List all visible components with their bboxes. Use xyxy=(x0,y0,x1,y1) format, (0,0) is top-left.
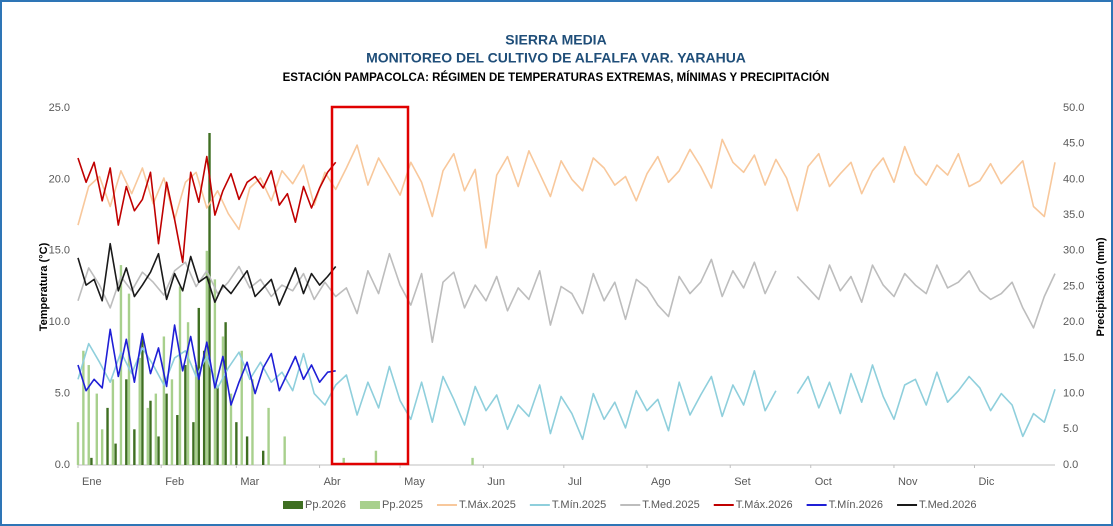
bar xyxy=(192,422,195,465)
bar xyxy=(176,415,179,465)
bar xyxy=(178,286,182,465)
legend-label: Pp.2026 xyxy=(305,499,346,511)
legend-label: T.Mín.2026 xyxy=(829,499,883,511)
bar xyxy=(127,293,131,465)
x-tick-label: Dic xyxy=(978,476,994,488)
x-tick-label: Nov xyxy=(898,476,918,488)
y2-tick-label: 35.0 xyxy=(1063,209,1084,221)
legend-label: Pp.2025 xyxy=(382,499,423,511)
x-tick-label: Oct xyxy=(815,476,832,488)
bar xyxy=(283,436,286,465)
x-tick-label: Mar xyxy=(240,476,259,488)
bar xyxy=(251,379,254,465)
y2-tick-label: 25.0 xyxy=(1063,280,1084,292)
bar xyxy=(224,322,227,465)
bar xyxy=(262,450,265,465)
bar xyxy=(138,357,141,465)
bar xyxy=(245,436,249,465)
y2-tick-label: 15.0 xyxy=(1063,352,1084,364)
bar xyxy=(149,400,152,465)
bar xyxy=(154,393,158,465)
bar xyxy=(235,422,238,465)
bar xyxy=(170,379,174,465)
bar xyxy=(76,422,80,465)
legend: Pp.2026 Pp.2025 T.Máx.2025 T.Mín.2025 T.Med.… xyxy=(283,499,977,511)
line xyxy=(77,342,1056,441)
plot-area: 0.0 5.0 10.0 15.0 20.0 25.0 0.0 5.0 10.0 15.0 20.0… xyxy=(49,102,1085,488)
chart-subtitle: MONITOREO DEL CULTIVO DE ALFALFA VAR. YA… xyxy=(366,50,746,66)
bar xyxy=(111,379,115,465)
bar xyxy=(87,365,90,465)
highlight-box xyxy=(330,105,410,466)
legend-label: T.Med.2025 xyxy=(642,499,699,511)
y2-tick-label: 30.0 xyxy=(1063,245,1084,257)
bar xyxy=(114,443,117,465)
bar xyxy=(133,429,136,465)
y2-tick-label: 40.0 xyxy=(1063,173,1084,185)
bar xyxy=(162,336,166,465)
y2-axis-label: Precipitación (mm) xyxy=(1095,237,1107,336)
x-tick-label: Set xyxy=(734,476,751,488)
chart-title: SIERRA MEDIA xyxy=(505,32,606,48)
y-tick-label: 10.0 xyxy=(49,316,70,328)
x-tick-label: Jul xyxy=(568,476,582,488)
bar xyxy=(82,350,85,465)
bar xyxy=(374,450,378,465)
bar xyxy=(194,365,198,465)
y-tick-label: 5.0 xyxy=(55,388,70,400)
x-tick-label: Abr xyxy=(324,476,341,488)
bar xyxy=(186,322,190,465)
bar xyxy=(229,393,233,465)
line xyxy=(77,155,337,263)
y2-tick-label: 0.0 xyxy=(1063,459,1078,471)
line xyxy=(77,252,1056,343)
y2-tick-label: 5.0 xyxy=(1063,423,1078,435)
bar xyxy=(146,407,149,465)
y-tick-label: 20.0 xyxy=(49,173,70,185)
legend-label: T.Máx.2025 xyxy=(459,499,516,511)
line xyxy=(77,138,1056,249)
y2-tick-label: 20.0 xyxy=(1063,316,1084,328)
x-tick-label: Jun xyxy=(487,476,505,488)
x-tick-label: Ago xyxy=(651,476,671,488)
bar xyxy=(95,393,98,465)
y-axis-label: Temperatura (°C) xyxy=(38,242,50,331)
x-tick-label: May xyxy=(404,476,425,488)
bar xyxy=(184,365,187,465)
bar xyxy=(106,407,109,465)
bar xyxy=(90,457,93,465)
bar xyxy=(221,336,225,465)
y2-tick-label: 50.0 xyxy=(1063,102,1084,114)
line xyxy=(77,242,337,306)
legend-label: T.Máx.2026 xyxy=(736,499,793,511)
bar xyxy=(208,132,211,466)
legend-swatch xyxy=(359,501,380,509)
bar xyxy=(342,457,345,465)
y-tick-label: 15.0 xyxy=(49,245,70,257)
x-tick-label: Ene xyxy=(82,476,102,488)
bar xyxy=(197,307,200,465)
x-tick-label: Feb xyxy=(165,476,184,488)
legend-swatch xyxy=(283,501,303,509)
bar xyxy=(100,429,104,465)
bar xyxy=(165,393,168,465)
bar xyxy=(216,386,219,465)
bar xyxy=(267,407,270,465)
bar xyxy=(471,457,474,465)
legend-label: T.Mín.2025 xyxy=(552,499,606,511)
chart-subtitle: ESTACIÓN PAMPACOLCA: RÉGIMEN DE TEMPERAT… xyxy=(283,71,830,84)
bar xyxy=(157,436,160,465)
bar xyxy=(240,350,243,465)
legend-label: T.Med.2026 xyxy=(919,499,976,511)
bar xyxy=(202,350,206,465)
bar xyxy=(141,336,144,465)
bar xyxy=(125,379,128,465)
bar xyxy=(213,279,217,465)
y-tick-label: 25.0 xyxy=(49,102,70,114)
line xyxy=(77,324,336,406)
y2-tick-label: 10.0 xyxy=(1063,388,1084,400)
y2-tick-label: 45.0 xyxy=(1063,138,1084,150)
y-tick-label: 0.0 xyxy=(55,459,70,471)
